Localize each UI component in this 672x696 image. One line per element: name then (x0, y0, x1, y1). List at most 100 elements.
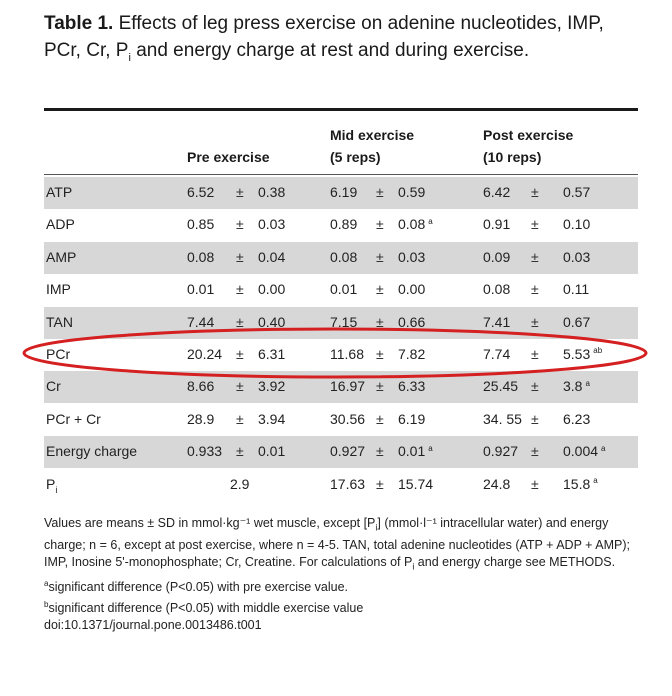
mid-sd: 0.03 (398, 248, 426, 265)
row-label: AMP (46, 249, 76, 265)
pre-sd: 0.40 (258, 313, 286, 330)
post-mean: 25.45 (483, 378, 519, 395)
pm-sign: ± (236, 281, 244, 298)
post-mean: 0.927 (483, 443, 519, 460)
post-sd: 0.03 (563, 248, 591, 265)
pm-sign: ± (531, 248, 539, 265)
post-sd: 6.23 (563, 410, 591, 427)
pre-sd: 0.00 (258, 281, 286, 298)
pm-sign: ± (376, 378, 384, 395)
mid-sd: 0.01 a (398, 443, 433, 460)
post-mean: 7.74 (483, 346, 511, 362)
footnote-a-text: significant difference (P<0.05) with pre… (48, 580, 349, 595)
pm-sign: ± (531, 313, 539, 330)
post-sd: 3.8 a (563, 378, 590, 395)
table-row: IMP 0.01 ±0.00 0.01 ±0.00 0.08 ±0.11 (44, 274, 638, 306)
row-label-text: Cr (46, 378, 61, 395)
pm-sign: ± (376, 248, 384, 265)
post-sd: 0.11 (563, 281, 590, 298)
pre-mean: 7.44 (187, 313, 215, 330)
pm-sign: ± (531, 475, 539, 492)
post-sd: 0.57 (563, 184, 591, 200)
table-row: Pi 2.9 17.63 ±15.74 24.8 ±15.8 a (44, 469, 638, 501)
table-title: Table 1. Effects of leg press exercise o… (44, 10, 644, 72)
row-label: TAN (46, 314, 73, 330)
highlight-oval (22, 327, 648, 379)
post-sd: 15.8 a (563, 475, 598, 492)
row-label-text: AMP (46, 248, 77, 265)
row-label-text: Energy charge (46, 443, 138, 460)
mid-mean: 0.927 (330, 443, 366, 460)
footnote-sub-2: i (412, 561, 415, 571)
row-label: IMP (46, 281, 71, 297)
pm-sign: ± (531, 184, 539, 200)
title-text-end: and energy charge at rest and during exe… (130, 40, 530, 61)
title-text: Effects of leg press exercise on adenine… (44, 13, 604, 61)
pre-sd: 3.92 (258, 378, 286, 395)
post-mean: 24.8 (483, 475, 511, 492)
title-sub: i (128, 51, 131, 64)
pm-sign: ± (236, 378, 244, 395)
table-label: Table 1. (44, 13, 114, 34)
post-mean: 6.42 (483, 184, 511, 200)
table-row: AMP 0.08 ±0.04 0.08 ±0.03 0.09 ±0.03 (44, 241, 638, 274)
doi-link[interactable]: doi:10.1371/journal.pone.0013486.t001 (44, 618, 262, 633)
post-mean: 34. 55 (483, 410, 522, 427)
pm-sign: ± (236, 248, 244, 265)
pm-sign: ± (376, 216, 384, 233)
row-label: Cr (46, 378, 61, 394)
pm-sign: ± (531, 378, 539, 395)
footnote-a-mark: a (44, 579, 49, 588)
pre-value: 2.9 (230, 475, 250, 492)
row-label: ADP (46, 216, 75, 232)
post-sd: 0.004 a (563, 443, 606, 460)
mid-sd: 6.33 (398, 378, 426, 395)
pre-mean: 20.24 (187, 346, 223, 362)
mid-mean: 16.97 (330, 378, 366, 395)
mid-mean: 0.89 (330, 216, 358, 233)
row-label: PCr + Cr (46, 411, 101, 427)
row-label: Pi (46, 476, 57, 495)
post-mean: 7.41 (483, 313, 511, 330)
header-pre: Pre exercise (187, 149, 270, 165)
row-label-text: P (46, 475, 56, 492)
mid-sd: 15.74 (398, 475, 434, 492)
pre-mean: 0.933 (187, 443, 223, 460)
pre-sd: 6.31 (258, 346, 286, 362)
pm-sign: ± (236, 184, 244, 200)
mid-mean: 17.63 (330, 475, 366, 492)
footnote-b-text: significant difference (P<0.05) with mid… (48, 601, 364, 616)
table-row: ATP 6.52 ±0.38 6.19 ±0.59 6.42 ±0.57 (44, 177, 638, 209)
pm-sign: ± (376, 475, 384, 492)
mid-sd: 6.19 (398, 410, 426, 427)
mid-mean: 30.56 (330, 410, 366, 427)
post-significance-mark: a (585, 378, 590, 388)
footnote-a: asignificant difference (P<0.05) with pr… (44, 575, 644, 596)
row-label-text: TAN (46, 313, 73, 330)
footnote-main-text-cont: ] (mmol·l⁻¹ intracellular water) and ene… (44, 516, 630, 569)
mid-mean: 0.08 (330, 248, 358, 265)
row-label-text: PCr + Cr (46, 410, 101, 427)
mid-significance-mark: a (428, 443, 433, 453)
post-significance-mark: a (601, 443, 606, 453)
mid-mean: 6.19 (330, 184, 358, 200)
mid-significance-mark: a (428, 216, 433, 226)
pm-sign: ± (236, 443, 244, 460)
post-mean: 0.09 (483, 248, 511, 265)
pre-mean: 28.9 (187, 410, 215, 427)
pm-sign: ± (531, 216, 539, 233)
post-sd: 5.53 ab (563, 346, 603, 362)
pm-sign: ± (376, 184, 384, 200)
post-significance-mark: ab (593, 346, 603, 356)
footnote-main-text: Values are means ± SD in mmol·kg⁻¹ wet m… (44, 516, 376, 530)
table-row: PCr 20.24 ±6.31 11.68 ±7.82 7.74 ±5.53 ab (44, 339, 638, 371)
mid-sd: 7.82 (398, 346, 426, 362)
row-label: ATP (46, 184, 72, 200)
pre-mean: 0.08 (187, 248, 215, 265)
pre-sd: 0.38 (258, 184, 286, 200)
post-mean: 0.91 (483, 216, 511, 233)
row-label-text: IMP (46, 281, 71, 298)
footnote-main: Values are means ± SD in mmol·kg⁻¹ wet m… (44, 515, 644, 575)
row-label: Energy charge (46, 443, 137, 459)
footnote-main-text-end: and energy charge see METHODS. (414, 554, 616, 569)
